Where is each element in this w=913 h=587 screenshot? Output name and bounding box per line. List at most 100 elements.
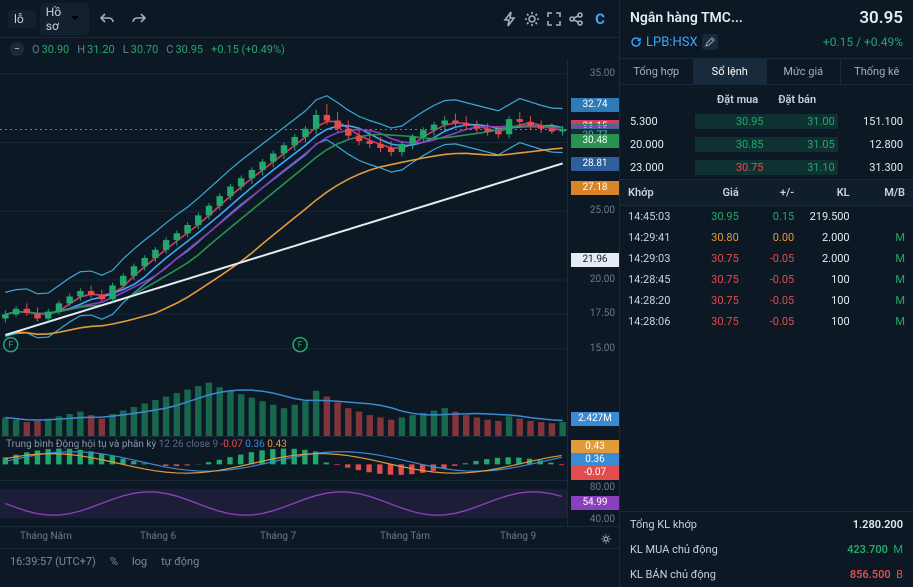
tab-2[interactable]: Mức giá <box>767 59 841 84</box>
ohlc-c-label: C <box>166 43 173 56</box>
time-tick: Tháng 6 <box>140 531 176 542</box>
edit-symbol-button[interactable] <box>702 34 718 50</box>
trade-col-header: +/- <box>739 186 794 199</box>
trade-row[interactable]: 14:28:4530.75-0.05100M <box>620 269 913 290</box>
ohlc-c: 30.95 <box>175 43 203 56</box>
undo-button[interactable] <box>93 7 121 31</box>
time-tick: Tháng 9 <box>500 531 536 542</box>
buy-vol-side: M <box>893 543 903 556</box>
ohlc-change: +0.15 (+0.49%) <box>211 43 285 56</box>
redo-button[interactable] <box>125 7 153 31</box>
price-tag: 21.96 <box>571 253 619 267</box>
trade-col-header: M/B <box>850 186 905 199</box>
fullscreen-icon <box>545 10 563 28</box>
macd-tag: 0.43 <box>571 440 619 454</box>
redo-icon <box>131 11 147 27</box>
share-icon <box>567 10 585 28</box>
time-tick: Tháng Năm <box>20 531 72 542</box>
gear-icon <box>523 10 541 28</box>
sell-vol-value: 856.500 <box>850 568 891 581</box>
rsi-chart <box>0 481 567 526</box>
profile-dropdown[interactable]: Hồ sơ <box>40 3 89 35</box>
ask-header: Đặt bán <box>778 93 816 106</box>
side-header: Ngân hàng TMC... 30.95 LPB:HSX +0.15 / +… <box>620 0 913 59</box>
settings-button[interactable] <box>523 10 541 28</box>
share-button[interactable] <box>567 10 585 28</box>
trades-header: KhớpGiá+/-KLM/B <box>620 179 913 206</box>
status-pct[interactable]: % <box>110 555 118 568</box>
collapse-button[interactable]: − <box>10 42 24 56</box>
time-axis[interactable]: Tháng Năm Tháng 6 Tháng 7 Tháng Tám Tháng 9 <box>0 526 619 548</box>
ohlc-o: 30.90 <box>42 43 70 56</box>
macd-tag: -0.07 <box>571 466 619 480</box>
orderbook-row[interactable]: 23.00030.7531.1031.300 <box>626 156 907 179</box>
buy-vol-label: KL MUA chủ động <box>630 543 718 556</box>
status-auto[interactable]: tự động <box>161 555 199 568</box>
profile-label: Hồ sơ <box>46 5 61 33</box>
chart-area[interactable]: FF 35.0030.0025.0020.0017.5015.0032.7431… <box>0 60 619 526</box>
rsi-tick: 80.00 <box>590 482 615 493</box>
stock-symbol[interactable]: LPB:HSX <box>646 35 698 50</box>
tab-3[interactable]: Thống kê <box>841 59 913 84</box>
rsi-tick: 40.00 <box>590 514 615 525</box>
status-time: 16:39:57 (UTC+7) <box>10 555 96 568</box>
rsi-axis: 80.00 40.00 54.99 <box>567 480 619 526</box>
side-footer: Tổng KL khớp 1.280.200 KL MUA chủ động 4… <box>620 511 913 587</box>
orderbook-header: Đặt mua Đặt bán <box>620 85 913 110</box>
orderbook-row[interactable]: 20.00030.8531.0512.800 <box>626 133 907 156</box>
macd-label: Trung bình Động hội tụ và phân kỳ <box>6 439 156 450</box>
time-tick: Tháng 7 <box>260 531 296 542</box>
trade-row[interactable]: 14:29:0330.75-0.052.000M <box>620 248 913 269</box>
side-panel: Ngân hàng TMC... 30.95 LPB:HSX +0.15 / +… <box>620 0 913 587</box>
volume-chart[interactable] <box>0 376 568 436</box>
trade-row[interactable]: 14:28:0630.75-0.05100M <box>620 311 913 332</box>
ohlc-h: 31.20 <box>87 43 115 56</box>
macd-label-row: Trung bình Động hội tụ và phân kỳ 12 26 … <box>6 439 287 450</box>
buy-vol-value: 423.700 <box>847 543 888 556</box>
logo-c: C <box>589 8 611 30</box>
gear-icon <box>599 532 613 546</box>
status-log[interactable]: log <box>132 555 147 568</box>
flash-button[interactable] <box>501 10 519 28</box>
price-axis[interactable]: 35.0030.0025.0020.0017.5015.0032.7431.15… <box>567 60 619 390</box>
macd-a: -0.07 <box>221 439 243 450</box>
stock-price: 30.95 <box>859 8 903 28</box>
ohlc-l-label: L <box>123 43 129 56</box>
price-tick: 20.00 <box>590 274 615 285</box>
svg-text:F: F <box>8 341 13 351</box>
macd-panel[interactable]: Trung bình Động hội tụ và phân kỳ 12 26 … <box>0 436 567 480</box>
macd-axis: 0.430.36-0.07 <box>567 436 619 480</box>
status-bar: 16:39:57 (UTC+7) % log tự động <box>0 548 619 574</box>
time-tick: Tháng Tám <box>380 531 430 542</box>
trade-row[interactable]: 14:45:0330.950.15219.500 <box>620 206 913 227</box>
trade-row[interactable]: 14:28:2030.75-0.05100M <box>620 290 913 311</box>
bid-header: Đặt mua <box>717 93 758 106</box>
orderbook-rows: 5.30030.9531.00151.10020.00030.8531.0512… <box>620 110 913 179</box>
chart-toolbar: lỗ Hồ sơ C <box>0 0 619 38</box>
orderbook-row[interactable]: 5.30030.9531.00151.100 <box>626 110 907 133</box>
side-tabs: Tổng hợpSổ lệnhMức giáThống kê <box>620 59 913 85</box>
interval-dropdown[interactable]: lỗ <box>8 10 36 28</box>
price-tag: 28.81 <box>571 157 619 171</box>
trade-row[interactable]: 14:29:4130.800.002.000M <box>620 227 913 248</box>
trades-body[interactable]: 14:45:0330.950.15219.50014:29:4130.800.0… <box>620 206 913 511</box>
axis-settings-button[interactable] <box>597 530 615 548</box>
macd-tag: 0.36 <box>571 453 619 467</box>
rsi-tag: 54.99 <box>571 496 619 510</box>
trade-col-header: Khớp <box>628 186 683 199</box>
svg-text:F: F <box>298 341 303 351</box>
chevron-down-icon <box>67 10 83 26</box>
macd-c: 0.43 <box>267 439 287 450</box>
rsi-panel[interactable] <box>0 480 567 526</box>
sell-vol-side: B <box>896 568 903 581</box>
chart-pane: lỗ Hồ sơ C − O30.90 H31.20 L30.70 C30. <box>0 0 620 587</box>
volume-axis: 2.427M <box>567 376 619 436</box>
refresh-icon <box>630 36 642 48</box>
tab-1[interactable]: Sổ lệnh <box>694 59 768 84</box>
ohlc-bar: − O30.90 H31.20 L30.70 C30.95 +0.15 (+0.… <box>0 38 619 60</box>
ohlc-h-label: H <box>77 43 85 56</box>
fullscreen-button[interactable] <box>545 10 563 28</box>
price-chart[interactable]: FF <box>0 60 568 390</box>
total-vol-label: Tổng KL khớp <box>630 518 697 531</box>
tab-0[interactable]: Tổng hợp <box>620 59 694 84</box>
